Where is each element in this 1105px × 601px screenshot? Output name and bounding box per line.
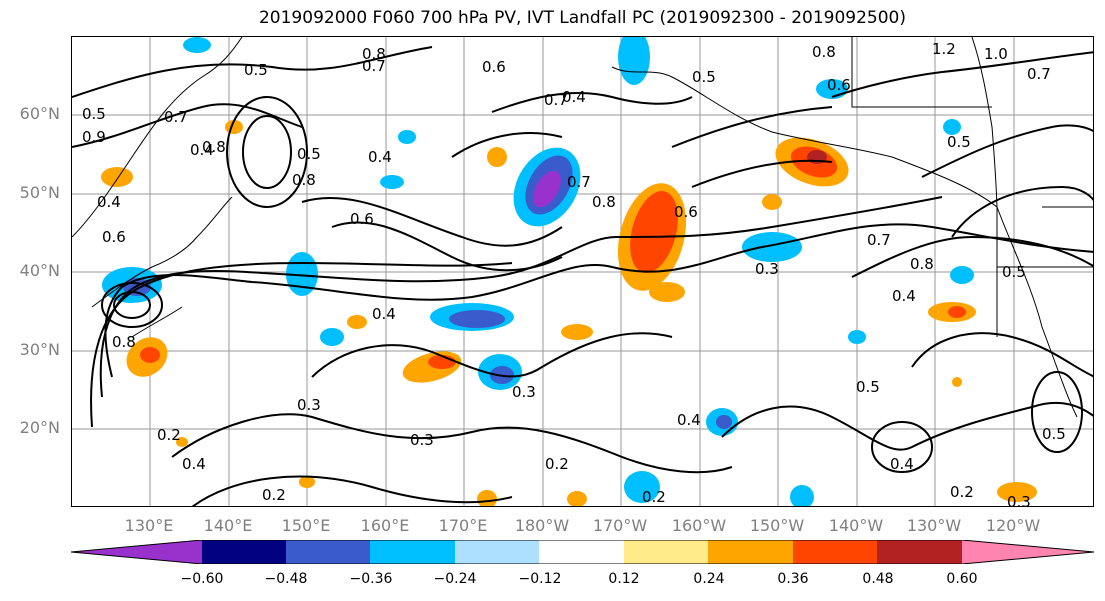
contour-label: 0.5 [244, 61, 268, 79]
colorbar-segment [286, 540, 371, 564]
contour-label: 0.7 [544, 91, 568, 109]
contour-label: 0.7 [164, 108, 188, 126]
lat-label: 30°N [19, 340, 60, 359]
colorbar-tick-label: 0.36 [777, 571, 809, 587]
contour-label: 0.6 [102, 228, 126, 246]
colorbar [71, 540, 1094, 564]
contour-label: 0.7 [1027, 65, 1051, 83]
colorbar-tick-label: −0.12 [518, 571, 562, 587]
contour-label: 0.3 [755, 260, 779, 278]
lat-label: 60°N [19, 104, 60, 123]
contour-label: 0.6 [674, 203, 698, 221]
contour-label: 0.3 [410, 431, 434, 449]
contour-label: 0.6 [350, 210, 374, 228]
contour-label: 0.2 [262, 486, 286, 504]
contour-label: 0.8 [362, 45, 386, 63]
lon-label: 140°W [828, 516, 884, 535]
contour-label: 0.5 [856, 378, 880, 396]
lon-label: 160°E [360, 516, 410, 535]
contour-label: 0.7 [867, 231, 891, 249]
lon-label: 150°E [281, 516, 331, 535]
contour-label: 0.5 [297, 145, 321, 163]
contour-label: 0.8 [202, 138, 226, 156]
contour-label: 0.4 [97, 193, 121, 211]
contour-label: 0.8 [292, 171, 316, 189]
contour-label: 0.4 [182, 455, 206, 473]
colorbar-extend-low [71, 540, 202, 564]
lat-label: 40°N [19, 261, 60, 280]
colorbar-tick-label: −0.36 [349, 571, 393, 587]
contour-label: 0.3 [297, 396, 321, 414]
lon-label: 150°W [749, 516, 805, 535]
contour-label: 1.0 [984, 45, 1008, 63]
contour-label: 0.3 [512, 383, 536, 401]
contour-label: 0.5 [947, 133, 971, 151]
contour-label: 0.5 [692, 68, 716, 86]
colorbar-segment [202, 540, 287, 564]
map-title: 2019092000 F060 700 hPa PV, IVT Landfall… [258, 8, 906, 28]
contour-label: 0.9 [82, 128, 106, 146]
lon-label: 180°W [514, 516, 570, 535]
contour-label: 0.4 [892, 287, 916, 305]
colorbar-tick-label: 0.48 [862, 571, 894, 587]
contour-label: 0.4 [890, 455, 914, 473]
map-canvas: 0.8 0.5 0.7 0.6 0.5 0.7 0.4 0.8 1.2 1.0 … [72, 37, 1093, 507]
colorbar-tick-label: 0.12 [608, 571, 640, 587]
colorbar-tick-label: −0.48 [264, 571, 308, 587]
lon-label: 130°W [906, 516, 962, 535]
contour-label: 0.7 [362, 57, 386, 75]
contour-label: 0.8 [812, 43, 836, 61]
contour-label: 0.2 [950, 483, 974, 501]
colorbar-segment [708, 540, 793, 564]
contour-label: 1.2 [932, 40, 956, 58]
lat-label: 20°N [19, 418, 60, 437]
colorbar-segment [455, 540, 540, 564]
pv-contours [72, 46, 1093, 506]
contour-label: 0.6 [482, 58, 506, 76]
colorbar-segment [793, 540, 878, 564]
colorbar-tick-label: 0.60 [946, 571, 978, 587]
map-panel: 0.8 0.5 0.7 0.6 0.5 0.7 0.4 0.8 1.2 1.0 … [71, 36, 1094, 507]
colorbar-tick-label: −0.60 [180, 571, 224, 587]
contour-label: 0.2 [642, 488, 666, 506]
contour-label: 0.7 [567, 173, 591, 191]
contour-label: 0.2 [157, 426, 181, 444]
lon-label: 130°E [124, 516, 174, 535]
contour-label-group: 0.8 0.5 0.7 0.6 0.5 0.7 0.4 0.8 1.2 1.0 … [82, 40, 1066, 507]
contour-label: 0.6 [827, 76, 851, 94]
colorbar-tick-label: −0.24 [433, 571, 477, 587]
contour-label: 0.5 [82, 105, 106, 123]
lon-label: 120°W [985, 516, 1041, 535]
coastlines [72, 37, 1093, 418]
contour-label: 0.4 [368, 148, 392, 166]
colorbar-segment [624, 540, 709, 564]
colorbar-segment [370, 540, 455, 564]
contour-label: 0.2 [545, 455, 569, 473]
colorbar-extend-high [962, 540, 1094, 564]
contour-label: 0.4 [677, 411, 701, 429]
contour-label: 0.5 [1002, 263, 1026, 281]
contour-label: 0.4 [372, 305, 396, 323]
lon-label: 160°W [671, 516, 727, 535]
colorbar-tick-label: 0.24 [693, 571, 725, 587]
contour-label: 0.8 [910, 255, 934, 273]
contour-label: 0.8 [112, 333, 136, 351]
colorbar-segment [877, 540, 962, 564]
contour-label: 0.4 [190, 141, 214, 159]
lon-label: 140°E [203, 516, 253, 535]
lat-label: 50°N [19, 183, 60, 202]
contour-label: 0.4 [562, 88, 586, 106]
contour-label: 0.5 [1042, 425, 1066, 443]
pc-shading [101, 37, 1037, 506]
colorbar-segment [539, 540, 624, 564]
contour-label: 0.8 [592, 193, 616, 211]
lon-label: 170°W [592, 516, 648, 535]
contour-label: 0.3 [1007, 493, 1031, 507]
lon-label: 170°E [438, 516, 488, 535]
